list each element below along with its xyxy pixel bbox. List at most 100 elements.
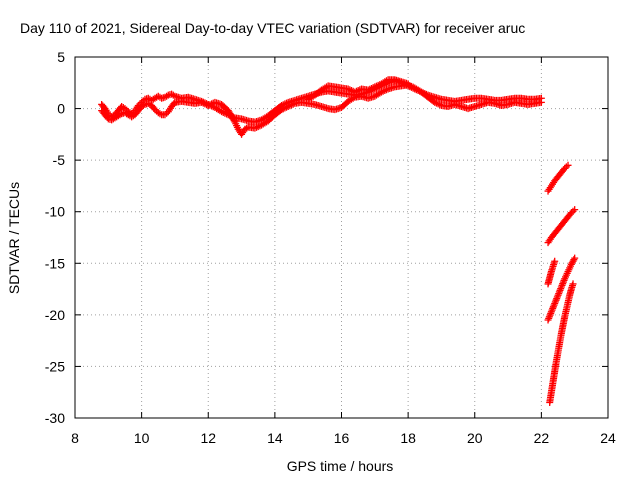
data-point [347,87,355,95]
data-point [201,100,209,108]
x-tick-label: 10 [134,430,150,446]
x-axis-label: GPS time / hours [287,458,394,474]
data-point [230,117,238,125]
data-point [551,298,559,306]
data-point [548,306,556,314]
chart-title: Day 110 of 2021, Sidereal Day-to-day VTE… [20,20,525,36]
data-point [151,106,159,114]
y-tick-label: 0 [57,101,65,117]
data-point [556,286,564,294]
data-point [349,94,357,102]
data-point [558,281,566,289]
data-point [545,313,553,321]
data-point [139,101,147,109]
y-tick-label: 5 [57,49,65,65]
data-point [198,98,206,106]
data-point [374,81,382,89]
data-point [281,104,289,112]
data-point [366,85,374,93]
x-tick-label: 24 [600,430,616,446]
data-point [546,311,554,319]
data-point [382,86,390,94]
data-point [116,111,124,119]
y-tick-label: -10 [45,204,65,220]
data-point [571,206,579,214]
data-point [354,87,362,95]
tick-labels: 8 10 12 14 16 18 20 22 24 5 0 -5 -10 -15 -20 -25 -30 [45,49,616,446]
data-point [544,316,552,324]
data-point [561,164,569,172]
data-point [344,85,352,93]
data-point [564,161,572,169]
series-track [98,81,545,138]
data-point [367,84,375,92]
data-point [382,77,390,85]
data-point [569,257,577,265]
data-point [377,88,385,96]
data-point [547,308,555,316]
y-tick-label: -5 [53,152,66,168]
data-point [551,257,559,265]
ticks [74,56,609,419]
data-point [218,108,226,116]
data-point [379,87,387,95]
data-point [551,300,559,308]
data-point [552,296,560,304]
data-point [369,84,377,92]
data-point [567,260,575,268]
data-point [404,80,412,88]
data-point [346,86,354,94]
x-tick-label: 18 [400,430,416,446]
data-point [161,111,169,119]
data-point [553,293,561,301]
data-point [549,303,557,311]
y-tick-label: -30 [45,410,65,426]
data-point [436,101,444,109]
data-point [537,98,545,106]
y-tick-label: -15 [45,255,65,271]
data-point [253,123,261,131]
data-point [547,309,555,317]
data-point [431,98,439,106]
data-point [562,163,570,171]
data-point [554,291,562,299]
data-point [567,209,575,217]
data-point [555,288,563,296]
y-axis-label: SDTVAR / TECUs [6,182,22,294]
data-point [569,207,577,215]
data-point [204,101,212,109]
data-point [432,99,440,107]
data-point [560,276,568,284]
x-tick-label: 14 [267,430,283,446]
x-tick-label: 16 [334,430,350,446]
data-point [208,100,216,108]
data-point [169,91,177,99]
data-point [283,103,291,111]
data-point [288,101,296,109]
data-point [557,285,565,293]
data-point [364,86,372,94]
y-tick-label: -25 [45,358,65,374]
data-point [549,304,557,312]
data-point [555,290,563,298]
data-point [251,124,259,132]
series-track [544,257,559,288]
series-track [546,280,577,407]
x-tick-label: 8 [71,430,79,446]
data-point [371,83,379,91]
y-tick-label: -20 [45,307,65,323]
data-point [545,314,553,322]
data-point [550,301,558,309]
data-point [279,105,287,113]
data-point [569,280,577,288]
data-point [284,103,292,111]
series-track [544,254,579,324]
data-point [557,283,565,291]
series-track [544,161,572,195]
data-point [559,280,567,288]
data-point [163,92,171,100]
data-point [553,295,561,303]
data-point [156,110,164,118]
